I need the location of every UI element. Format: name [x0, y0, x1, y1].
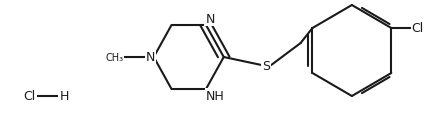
Text: S: S [262, 60, 270, 73]
Text: N: N [206, 12, 215, 25]
Text: Cl: Cl [23, 90, 36, 103]
Text: CH₃: CH₃ [105, 53, 123, 62]
Text: Cl: Cl [412, 22, 424, 35]
Text: N: N [146, 51, 155, 64]
Text: H: H [59, 90, 69, 103]
Text: NH: NH [206, 89, 225, 102]
